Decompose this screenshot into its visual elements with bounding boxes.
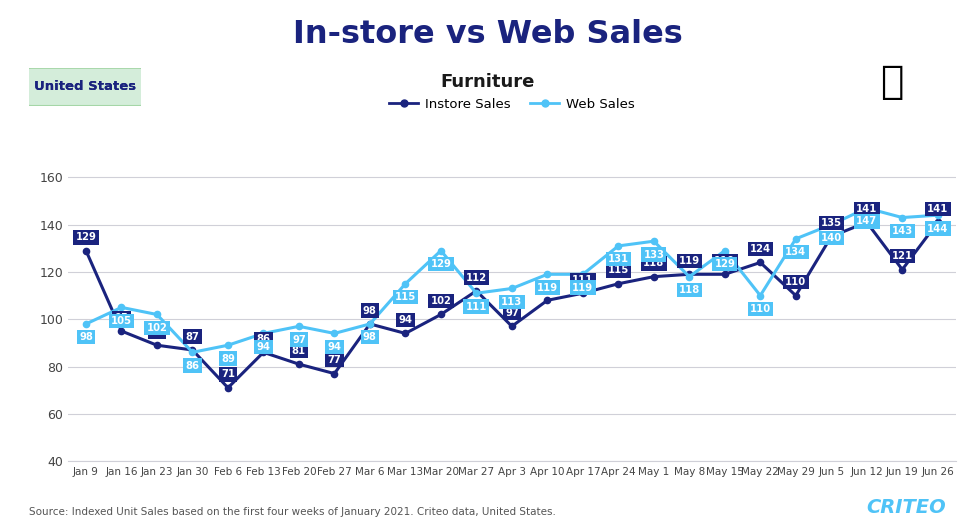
Text: 135: 135 xyxy=(821,218,841,228)
Text: 119: 119 xyxy=(537,282,558,293)
Text: 131: 131 xyxy=(607,254,629,264)
FancyBboxPatch shape xyxy=(26,68,144,106)
Text: 118: 118 xyxy=(679,285,700,295)
Text: 144: 144 xyxy=(927,224,949,234)
Text: 119: 119 xyxy=(715,256,735,266)
Text: 110: 110 xyxy=(750,304,771,314)
Text: 119: 119 xyxy=(572,282,594,293)
Text: 94: 94 xyxy=(256,342,270,352)
Text: 86: 86 xyxy=(256,334,270,344)
Text: 71: 71 xyxy=(221,369,235,379)
Text: United States: United States xyxy=(34,81,136,93)
Text: 113: 113 xyxy=(501,297,523,307)
Text: 98: 98 xyxy=(79,332,93,342)
Text: United States: United States xyxy=(34,81,136,93)
Text: 94: 94 xyxy=(328,342,341,352)
Text: 77: 77 xyxy=(328,355,341,365)
Text: 94: 94 xyxy=(399,315,412,325)
Text: 112: 112 xyxy=(466,272,487,282)
Text: 81: 81 xyxy=(292,346,306,356)
Legend: Instore Sales, Web Sales: Instore Sales, Web Sales xyxy=(384,93,640,116)
Text: In-store vs Web Sales: In-store vs Web Sales xyxy=(292,19,682,49)
Text: 🪑: 🪑 xyxy=(880,63,904,101)
Text: 119: 119 xyxy=(679,256,700,266)
Text: 102: 102 xyxy=(146,323,168,333)
Text: CRITEO: CRITEO xyxy=(866,498,946,517)
Text: 98: 98 xyxy=(363,306,377,316)
Text: 133: 133 xyxy=(644,250,664,260)
Text: 115: 115 xyxy=(607,266,629,276)
Text: 129: 129 xyxy=(715,259,735,269)
Text: 89: 89 xyxy=(150,327,164,337)
Text: 124: 124 xyxy=(750,244,771,254)
Text: 86: 86 xyxy=(185,360,200,370)
Text: 97: 97 xyxy=(505,308,519,318)
Text: 98: 98 xyxy=(363,332,377,342)
Text: 102: 102 xyxy=(430,296,451,306)
Text: 118: 118 xyxy=(644,258,664,268)
Text: 108: 108 xyxy=(537,282,558,292)
Text: Furniture: Furniture xyxy=(441,73,534,91)
Text: 111: 111 xyxy=(572,275,594,285)
Text: 134: 134 xyxy=(785,247,806,257)
Text: Source: Indexed Unit Sales based on the first four weeks of January 2021. Criteo: Source: Indexed Unit Sales based on the … xyxy=(29,507,556,517)
Text: 143: 143 xyxy=(892,226,913,236)
Text: 87: 87 xyxy=(185,332,200,342)
Text: 111: 111 xyxy=(466,302,488,312)
Text: 115: 115 xyxy=(395,292,416,302)
Text: 105: 105 xyxy=(111,316,132,326)
Text: 140: 140 xyxy=(821,233,841,243)
Text: 97: 97 xyxy=(292,334,306,344)
Text: 121: 121 xyxy=(892,251,913,261)
Text: 147: 147 xyxy=(856,216,878,226)
Text: 141: 141 xyxy=(927,204,949,214)
Text: 110: 110 xyxy=(785,277,806,287)
Text: 141: 141 xyxy=(856,204,878,214)
Text: 129: 129 xyxy=(430,259,451,269)
Text: 129: 129 xyxy=(75,232,97,242)
Text: 95: 95 xyxy=(114,313,129,323)
Text: 89: 89 xyxy=(221,354,235,364)
